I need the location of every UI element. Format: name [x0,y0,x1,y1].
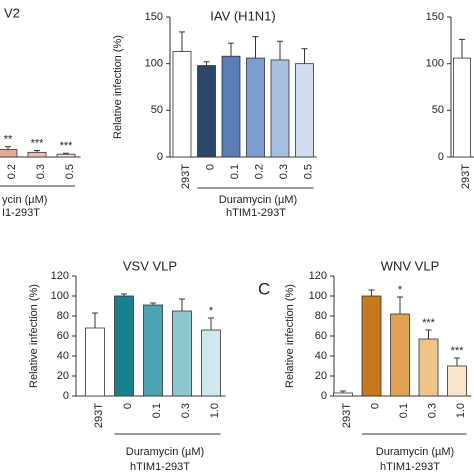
y-tick-label: 100 [309,290,327,302]
y-tick-label: 40 [315,350,327,362]
x-axis-label: ycin (µM) [2,194,47,206]
y-tick-label: 0 [63,390,69,402]
x-tick-label: 0.5 [64,164,76,179]
y-tick-label: 150 [145,11,163,23]
bar [114,295,134,397]
bar [221,55,241,158]
x-tick-label: 0.1 [229,164,241,179]
x-tick-label: 0.3 [278,164,290,179]
bar [333,392,353,397]
significance-label: * [209,305,214,317]
significance-label: * [398,284,403,296]
x-tick-label: 0.2 [253,164,265,179]
bar [453,57,471,158]
x-tick-label: 1.0 [455,403,467,418]
significance-label: *** [31,137,45,149]
chart-title: IAV (H1N1) [210,8,276,23]
bar [197,65,216,158]
x-axis-label: Duramycin (µM) [219,194,297,206]
bar [172,310,192,397]
x-tick-label: 1.0 [209,403,221,418]
x-tick-label: 293T [460,164,472,189]
y-tick-label: 0 [157,151,163,163]
bar [27,151,47,158]
bar [295,63,314,158]
y-tick-label: 50 [432,104,444,116]
x-tick-label: 0.1 [151,403,163,418]
x-tick-label: 293T [341,403,353,428]
y-tick-label: 20 [315,370,327,382]
x-tick-label: 0.1 [398,403,410,418]
bar [143,304,163,397]
y-tick-label: 60 [315,330,327,342]
bar [246,57,265,158]
x-tick-label: 0.5 [302,164,314,179]
group-label: hTIM1-293T [226,207,286,219]
bar [361,295,382,397]
x-tick-label: 0.2 [6,164,18,179]
y-tick-label: 120 [51,270,69,282]
y-tick-label: 50 [151,104,163,116]
bar [201,329,221,397]
y-tick-label: 100 [145,58,163,70]
y-tick-label: 150 [426,11,444,23]
group-label: hTIM1-293T [380,461,440,473]
significance-label: *** [422,317,436,329]
bar [418,338,439,397]
x-tick-label: 0.3 [180,403,192,418]
bar [0,149,18,158]
x-tick-label: 0 [204,164,216,170]
significance-label: ** [4,134,13,146]
y-tick-label: 120 [309,270,327,282]
chart-title: V2 [4,5,20,20]
y-tick-label: 100 [51,290,69,302]
y-tick-label: 0 [321,390,327,402]
x-tick-label: 293T [180,164,192,189]
x-tick-label: 0 [122,403,134,409]
y-tick-label: 60 [57,330,69,342]
y-axis-label: Relative infection (%) [112,35,124,139]
significance-label: *** [60,140,74,152]
y-tick-label: 40 [57,350,69,362]
y-tick-label: 100 [426,58,444,70]
group-label: hTIM1-293T [130,461,190,473]
y-tick-label: 80 [315,310,327,322]
y-tick-label: 80 [57,310,69,322]
chart-title: VSV VLP [123,258,177,273]
significance-label: *** [451,345,465,357]
panel-label: C [258,279,270,298]
chart-title: WNV VLP [381,258,440,273]
group-label: I1-293T [2,207,40,219]
x-tick-label: 293T [93,403,105,428]
y-tick-label: 20 [57,370,69,382]
x-axis-label: Duramycin (µM) [126,446,204,458]
y-axis-label: Relative infection (%) [284,284,296,388]
x-axis-label: Duramycin (µM) [376,446,454,458]
bar [270,59,290,158]
x-tick-label: 0 [369,403,381,409]
x-tick-label: 0.3 [35,164,47,179]
bar [56,153,76,158]
x-tick-label: 0.3 [426,403,438,418]
y-tick-label: 0 [438,151,444,163]
y-axis-label: Relative infection (%) [28,284,40,388]
bar [390,313,410,397]
bar [447,365,467,397]
bar [85,327,105,397]
bar [172,51,192,158]
